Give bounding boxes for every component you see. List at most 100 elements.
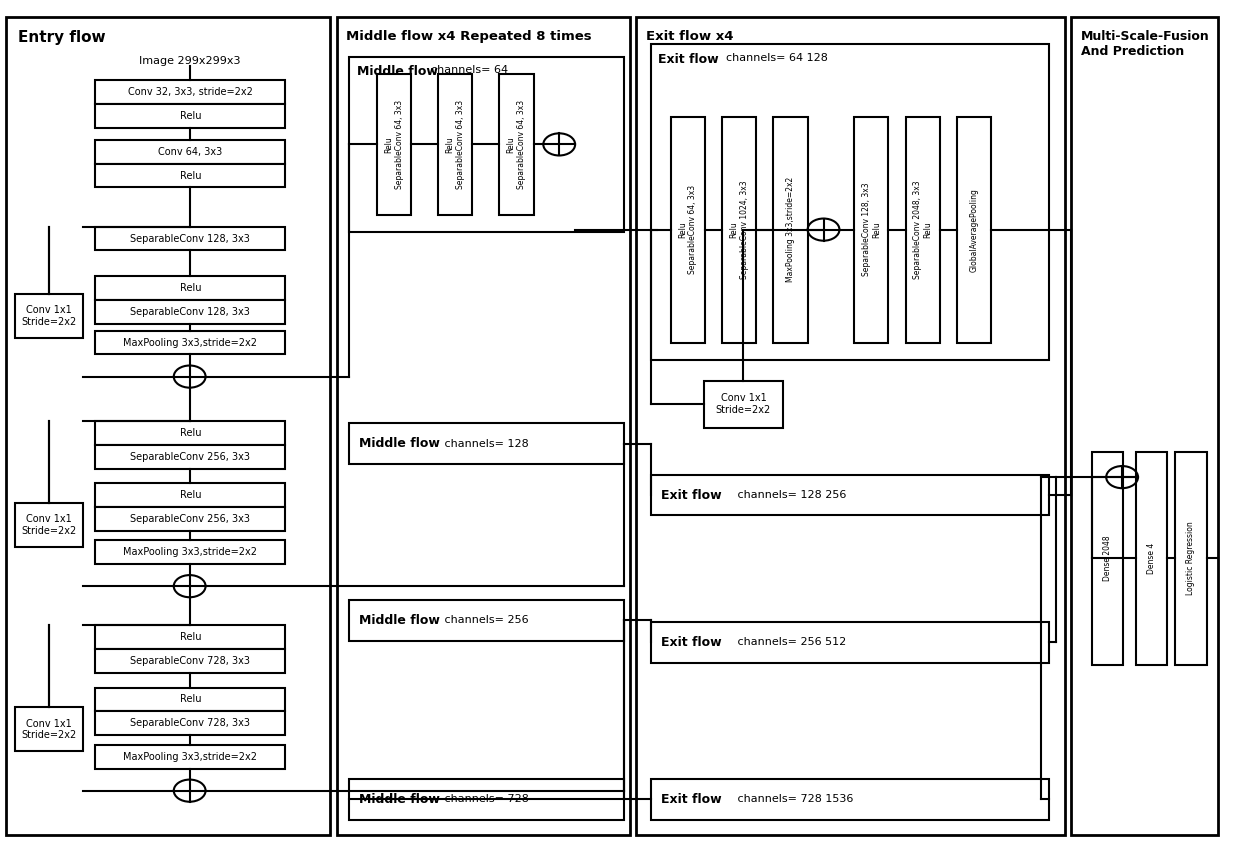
FancyBboxPatch shape [95, 745, 285, 769]
Text: Middle flow: Middle flow [357, 65, 443, 78]
FancyBboxPatch shape [703, 381, 784, 428]
Text: Relu
SeparableConv 64, 3x3: Relu SeparableConv 64, 3x3 [384, 100, 404, 189]
FancyBboxPatch shape [95, 483, 285, 507]
Text: Relu: Relu [180, 111, 201, 121]
FancyBboxPatch shape [95, 276, 285, 300]
Text: SeparableConv 128, 3x3
Relu: SeparableConv 128, 3x3 Relu [862, 183, 880, 276]
Text: Logistic Regression: Logistic Regression [1187, 521, 1195, 595]
FancyBboxPatch shape [651, 475, 1049, 515]
Text: Exit flow: Exit flow [661, 488, 722, 502]
FancyBboxPatch shape [95, 227, 285, 250]
Text: Middle flow: Middle flow [358, 792, 439, 806]
Text: Conv 1x1
Stride=2x2: Conv 1x1 Stride=2x2 [21, 305, 77, 327]
Text: SeparableConv 728, 3x3: SeparableConv 728, 3x3 [130, 656, 250, 666]
Text: Relu
SeparableConv 64, 3x3: Relu SeparableConv 64, 3x3 [507, 100, 526, 189]
FancyBboxPatch shape [1174, 452, 1207, 665]
Text: Exit flow: Exit flow [658, 53, 723, 66]
Text: channels= 256: channels= 256 [440, 615, 528, 625]
FancyBboxPatch shape [95, 104, 285, 128]
FancyBboxPatch shape [348, 423, 624, 464]
FancyBboxPatch shape [15, 503, 83, 547]
FancyBboxPatch shape [95, 688, 285, 711]
Text: channels= 128 256: channels= 128 256 [734, 490, 847, 500]
FancyBboxPatch shape [95, 649, 285, 673]
Text: SeparableConv 728, 3x3: SeparableConv 728, 3x3 [130, 718, 250, 728]
FancyBboxPatch shape [348, 779, 624, 820]
FancyBboxPatch shape [6, 17, 330, 835]
Text: Middle flow x4 Repeated 8 times: Middle flow x4 Repeated 8 times [346, 30, 591, 43]
Text: Relu: Relu [180, 632, 201, 642]
Text: Image 299x299x3: Image 299x299x3 [139, 56, 241, 66]
Text: Multi-Scale-Fusion
And Prediction: Multi-Scale-Fusion And Prediction [1080, 30, 1209, 58]
FancyBboxPatch shape [651, 44, 1049, 360]
Text: Relu: Relu [180, 170, 201, 181]
Text: Relu
SeparableConv 1024, 3x3: Relu SeparableConv 1024, 3x3 [729, 181, 749, 279]
FancyBboxPatch shape [15, 294, 83, 338]
Text: SeparableConv 2048, 3x3
Relu: SeparableConv 2048, 3x3 Relu [913, 181, 932, 279]
FancyBboxPatch shape [95, 711, 285, 735]
FancyBboxPatch shape [1070, 17, 1218, 835]
Text: channels= 64 128: channels= 64 128 [725, 53, 827, 63]
FancyBboxPatch shape [95, 331, 285, 354]
Text: Dense 4: Dense 4 [1147, 543, 1156, 573]
Text: channels= 256 512: channels= 256 512 [734, 637, 847, 648]
FancyBboxPatch shape [905, 117, 940, 343]
Text: MaxPooling 3x3,stride=2x2: MaxPooling 3x3,stride=2x2 [123, 337, 257, 348]
Text: SeparableConv 256, 3x3: SeparableConv 256, 3x3 [130, 514, 250, 524]
FancyBboxPatch shape [336, 17, 630, 835]
FancyBboxPatch shape [722, 117, 756, 343]
Text: Exit flow x4: Exit flow x4 [646, 30, 734, 43]
FancyBboxPatch shape [95, 164, 285, 187]
Text: SeparableConv 128, 3x3: SeparableConv 128, 3x3 [130, 233, 250, 244]
FancyBboxPatch shape [95, 80, 285, 104]
Text: channels= 64: channels= 64 [430, 65, 508, 75]
FancyBboxPatch shape [95, 445, 285, 469]
Text: Conv 1x1
Stride=2x2: Conv 1x1 Stride=2x2 [715, 394, 771, 415]
Text: Entry flow: Entry flow [19, 30, 105, 45]
Text: Relu: Relu [180, 694, 201, 705]
FancyBboxPatch shape [500, 74, 533, 215]
Text: Dense 2048: Dense 2048 [1102, 535, 1112, 581]
Text: GlobalAveragePooling: GlobalAveragePooling [970, 187, 978, 272]
Text: Relu: Relu [180, 428, 201, 438]
Text: Relu: Relu [180, 490, 201, 500]
Text: Exit flow: Exit flow [661, 636, 722, 649]
FancyBboxPatch shape [348, 600, 624, 641]
FancyBboxPatch shape [854, 117, 888, 343]
Text: MaxPooling 3x3,stride=2x2: MaxPooling 3x3,stride=2x2 [123, 547, 257, 557]
Text: Middle flow: Middle flow [358, 437, 439, 451]
FancyBboxPatch shape [1136, 452, 1167, 665]
Text: Exit flow: Exit flow [661, 792, 722, 806]
Text: Conv 32, 3x3, stride=2x2: Conv 32, 3x3, stride=2x2 [128, 87, 253, 97]
FancyBboxPatch shape [651, 622, 1049, 663]
FancyBboxPatch shape [15, 707, 83, 751]
Text: channels= 728 1536: channels= 728 1536 [734, 794, 853, 804]
FancyBboxPatch shape [636, 17, 1065, 835]
Text: MaxPooling 3x3,stride=2x2: MaxPooling 3x3,stride=2x2 [123, 751, 257, 762]
FancyBboxPatch shape [95, 300, 285, 324]
FancyBboxPatch shape [651, 779, 1049, 820]
FancyBboxPatch shape [671, 117, 704, 343]
FancyBboxPatch shape [348, 57, 624, 232]
FancyBboxPatch shape [95, 625, 285, 649]
Text: Conv 64, 3x3: Conv 64, 3x3 [159, 147, 222, 157]
FancyBboxPatch shape [95, 421, 285, 445]
Text: channels= 128: channels= 128 [440, 439, 528, 449]
Text: Relu
SeparableConv 64, 3x3: Relu SeparableConv 64, 3x3 [445, 100, 465, 189]
Text: SeparableConv 256, 3x3: SeparableConv 256, 3x3 [130, 452, 250, 462]
FancyBboxPatch shape [438, 74, 472, 215]
Text: SeparableConv 128, 3x3: SeparableConv 128, 3x3 [130, 307, 250, 317]
Text: Relu
SeparableConv 64, 3x3: Relu SeparableConv 64, 3x3 [678, 185, 697, 274]
Text: Conv 1x1
Stride=2x2: Conv 1x1 Stride=2x2 [21, 718, 77, 740]
Text: Middle flow: Middle flow [358, 613, 439, 627]
Text: Conv 1x1
Stride=2x2: Conv 1x1 Stride=2x2 [21, 514, 77, 536]
FancyBboxPatch shape [95, 540, 285, 564]
Text: channels= 728: channels= 728 [440, 794, 528, 804]
Text: Relu: Relu [180, 283, 201, 293]
FancyBboxPatch shape [1091, 452, 1123, 665]
FancyBboxPatch shape [377, 74, 412, 215]
FancyBboxPatch shape [774, 117, 807, 343]
FancyBboxPatch shape [957, 117, 991, 343]
FancyBboxPatch shape [95, 507, 285, 531]
FancyBboxPatch shape [95, 140, 285, 164]
